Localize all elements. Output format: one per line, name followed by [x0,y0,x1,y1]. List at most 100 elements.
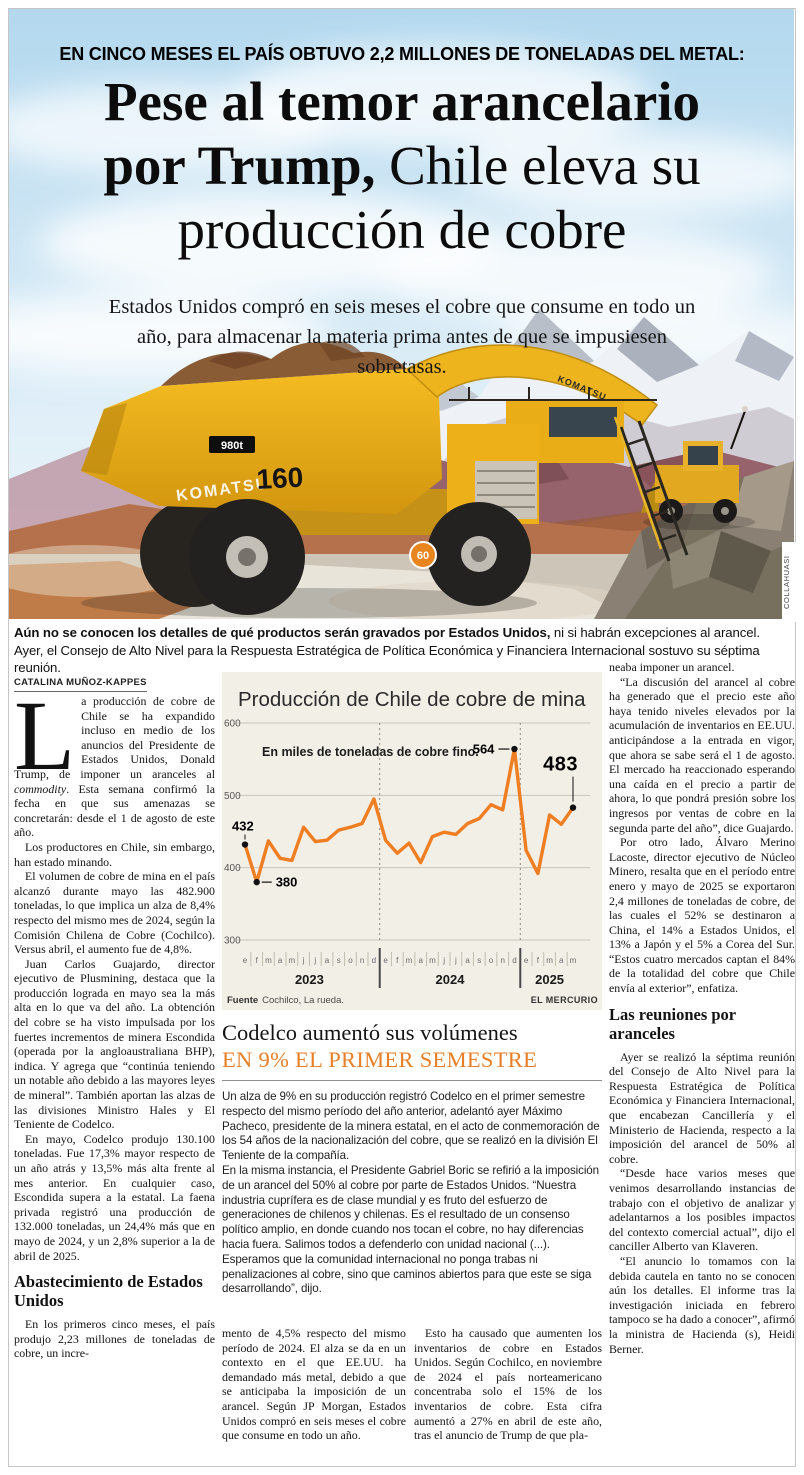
production-chart: Producción de Chile de cobre de mina 600 5… [222,672,602,1010]
truck-badge [209,436,255,453]
svg-text:e: e [383,956,388,965]
paragraph: “La discusión del arancel al cobre ha ge… [609,674,795,835]
svg-text:f: f [256,956,259,965]
paragraph-text: a producción de cobre de Chile se ha exp… [14,694,215,781]
dump-bed [81,369,442,514]
section-subhead-reuniones: Las reuniones por aranceles [609,1004,736,1043]
svg-text:m: m [429,956,436,965]
headline-bold: Pese al temor arancelario por Trump, [103,71,701,196]
svg-text:e: e [524,956,529,965]
stairs [613,416,689,562]
paragraph: En la misma instancia, el Presidente Gab… [222,1163,599,1296]
svg-text:a: a [559,956,564,965]
section-subhead-abastecimiento: Abastecimiento de Estados Unidos [14,1272,203,1311]
codelco-subarticle: Codelco aumentó sus volúmenes EN 9% EL P… [222,1019,602,1297]
svg-text:m: m [289,956,296,965]
svg-text:432: 432 [232,819,254,834]
svg-text:a: a [325,956,330,965]
svg-text:300: 300 [224,936,241,947]
speed-sticker [409,541,437,569]
svg-text:m: m [546,956,553,965]
paragraph: neaba imponer un arancel. [609,660,735,674]
svg-text:j: j [442,956,445,965]
svg-text:380: 380 [276,875,298,890]
svg-text:564: 564 [473,742,495,757]
svg-text:f: f [396,956,399,965]
photo-credit: COLLAHUASI [782,542,796,622]
caption-rest: ni si habrán excepciones al arancel. Aye… [14,625,760,675]
codelco-title-orange: EN 9% EL PRIMER SEMESTRE [222,1047,538,1072]
subheadline: Estados Unidos compró en seis meses el c… [108,296,696,378]
paragraph: En mayo, Codelco produjo 130.100 tonelad… [14,1131,215,1263]
paragraph: Esto ha causado que aumenten los inventa… [414,1326,602,1443]
svg-text:a: a [465,956,470,965]
svg-text:o: o [489,956,494,965]
codelco-title: Codelco aumentó sus volúmenes [222,1020,518,1045]
divider [222,1080,602,1081]
paragraph: El volumen de cobre de mina en el país a… [14,869,215,957]
svg-text:600: 600 [224,719,241,730]
drop-cap: L [14,680,76,791]
chart-line [243,747,575,884]
speed-sticker-label: 60 [417,550,429,562]
svg-text:s: s [337,956,341,965]
svg-text:2024: 2024 [436,972,466,987]
paragraph: Por otro lado, Álvaro Merino Lacoste, di… [609,835,795,996]
chart-note: En miles de toneladas de cobre fino. [262,745,479,759]
main-headline: Pese al temor arancelario por Trump, Chi… [72,70,732,262]
svg-text:n: n [500,956,504,965]
photo-caption: Aún no se conocen los detalles de qué pr… [14,624,792,677]
chart-credit: EL MERCURIO [531,995,598,1005]
kicker: EN CINCO MESES EL PAÍS OBTUVO 2,2 MILLON… [59,44,745,64]
paragraph: Juan Carlos Guajardo, director ejecutivo… [14,956,215,1132]
paragraph: “El anuncio lo tomamos con la debida cau… [609,1253,795,1356]
svg-text:d: d [372,956,376,965]
svg-text:m: m [406,956,413,965]
svg-text:483: 483 [543,754,578,776]
headline-regular: Chile eleva su producción de cobre [177,135,701,260]
front-rocks [625,531,794,619]
clouds [9,47,794,375]
svg-text:2023: 2023 [295,972,324,987]
chart-source-label: Fuente [227,995,258,1006]
chart-source: Cochilco, La rueda. [262,995,344,1006]
chart-point [241,841,249,848]
codelco-body: Un alza de 9% en su producción registró … [222,1090,602,1297]
svg-text:s: s [477,956,481,965]
canopy [405,344,659,427]
cab-window [549,407,617,437]
caption-lead: Aún no se conocen los detalles de qué pr… [14,625,551,640]
column-mid-right: Esto ha causado que aumenten los inventa… [414,1326,602,1443]
production-chart-svg: Producción de Chile de cobre de mina 600 5… [222,672,602,1010]
chart-point [253,878,260,886]
svg-text:400: 400 [224,863,241,874]
byline: CATALINA MUÑOZ-KAPPES [14,677,147,692]
svg-text:o: o [348,956,353,965]
lead-photo: 980t KOMATSU 160 KOMATSU 60 [9,9,794,619]
haul-truck: 980t KOMATSU 160 KOMATSU 60 [81,340,689,618]
svg-text:n: n [360,956,364,965]
paragraph: Los productores en Chile, sin embargo, h… [14,839,215,869]
svg-text:e: e [243,956,248,965]
svg-text:a: a [418,956,423,965]
paragraph-text: . Esta semana confirmó la fecha en que s… [14,781,215,840]
svg-text:m: m [265,956,272,965]
paragraph: Un alza de 9% en su producción registró … [222,1090,600,1163]
svg-text:500: 500 [224,791,241,802]
mining-photo-illustration: 980t KOMATSU 160 KOMATSU 60 [9,9,794,619]
svg-text:f: f [537,956,540,965]
chart-point [511,745,518,753]
svg-text:j: j [313,956,316,965]
truck-badge-label: 980t [221,440,243,452]
column-right: neaba imponer un arancel. “La discusión … [609,660,795,1356]
svg-text:m: m [570,956,577,965]
chart-point [569,804,577,811]
italic-term: commodity [14,781,67,796]
paragraph: En los primeros cinco meses, el país pro… [14,1317,215,1361]
column-mid-left: mento de 4,5% respecto del mismo período… [222,1326,406,1443]
paragraph: mento de 4,5% respecto del mismo período… [222,1326,406,1443]
svg-text:a: a [278,956,283,965]
